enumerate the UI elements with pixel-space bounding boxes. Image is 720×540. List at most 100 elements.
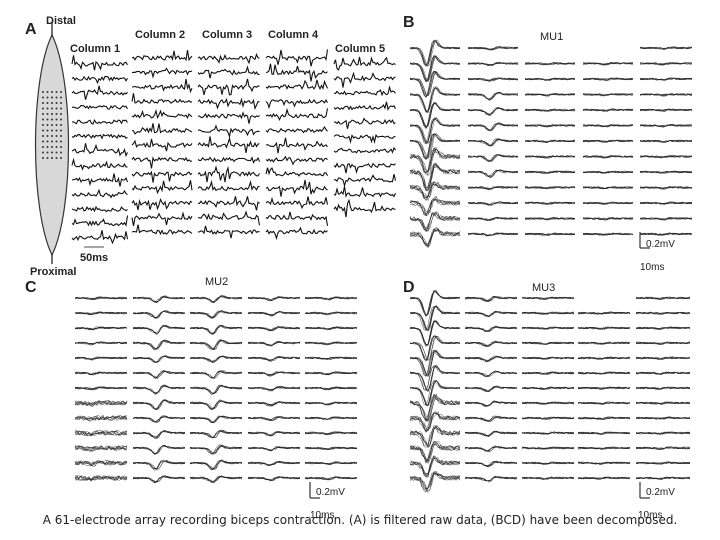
- mu-waveform: [409, 86, 461, 114]
- mu-waveform: [467, 201, 519, 206]
- raw-trace: [333, 56, 396, 71]
- mu-waveform: [521, 386, 575, 390]
- mu-waveform: [409, 289, 461, 318]
- proximal-label: Proximal: [30, 266, 76, 278]
- mu-waveform: [467, 153, 519, 163]
- mu-waveform: [304, 311, 358, 316]
- mu-waveform: [409, 161, 461, 192]
- mu-waveform: [189, 429, 243, 439]
- mu-waveform: [521, 356, 575, 360]
- electrode: [51, 102, 53, 104]
- mu-waveform: [409, 116, 461, 145]
- mu-waveform: [635, 326, 691, 330]
- electrode: [55, 146, 58, 148]
- raw-trace: [131, 50, 193, 62]
- mu-waveform: [467, 232, 519, 237]
- mu-waveform: [189, 324, 243, 335]
- mu-waveform: [582, 232, 634, 236]
- electrode-grid: [42, 91, 62, 159]
- mu-waveform: [247, 371, 301, 377]
- mu-waveform: [577, 476, 631, 480]
- raw-trace: [71, 75, 128, 85]
- mu-waveform: [464, 430, 518, 438]
- mu-waveform: [582, 61, 634, 66]
- electrode: [46, 140, 49, 143]
- electrode: [46, 129, 49, 132]
- raw-trace: [333, 198, 396, 218]
- mu-waveform: [189, 415, 243, 424]
- mu-waveform: [635, 371, 691, 375]
- mu-waveform: [582, 201, 634, 205]
- electrode: [55, 140, 58, 143]
- mu-waveform: [582, 124, 634, 128]
- mu-waveform: [304, 431, 358, 436]
- mu-waveform: [635, 431, 691, 435]
- time-scale: 10ms: [310, 510, 334, 521]
- caption: A 61-electrode array recording biceps co…: [43, 513, 678, 527]
- mu-waveform: [409, 393, 461, 423]
- mu-waveform: [521, 431, 575, 436]
- raw-trace: [71, 215, 129, 227]
- mu-waveform: [635, 341, 691, 346]
- mu-waveform: [639, 93, 693, 97]
- mu-waveform: [409, 470, 461, 493]
- mu-waveform: [74, 444, 128, 452]
- electrode: [60, 124, 62, 126]
- mu-waveform: [304, 371, 358, 376]
- electrode: [46, 157, 49, 159]
- mu-waveform: [247, 445, 301, 452]
- mu-waveform: [467, 46, 519, 51]
- electrode: [60, 157, 62, 159]
- electrode: [42, 135, 44, 137]
- raw-trace: [265, 107, 329, 122]
- mu-waveform: [247, 340, 301, 347]
- mu-waveform: [639, 46, 693, 51]
- raw-trace: [197, 111, 260, 124]
- raw-trace: [71, 205, 128, 213]
- electrode: [42, 118, 44, 121]
- mu-waveform: [409, 180, 461, 202]
- mu-waveform: [132, 460, 186, 471]
- mu-waveform: [132, 324, 186, 335]
- mu-waveform: [635, 446, 691, 450]
- panel-label: A: [25, 21, 37, 38]
- mu-waveform: [74, 414, 128, 422]
- mu-waveform: [467, 61, 519, 67]
- mu-waveform: [189, 295, 243, 304]
- raw-trace: [131, 224, 193, 236]
- panel-label: D: [403, 279, 415, 296]
- electrode: [46, 91, 49, 93]
- mu-waveform: [582, 216, 634, 221]
- mu-waveform: [524, 216, 576, 221]
- mu-waveform: [304, 401, 358, 406]
- mu-waveform: [304, 476, 358, 481]
- raw-trace: [265, 211, 329, 226]
- mu-waveform: [521, 416, 575, 420]
- mu-waveform: [247, 296, 301, 302]
- mu-waveform: [577, 356, 631, 361]
- raw-trace: [333, 146, 396, 154]
- mu-waveform: [304, 416, 358, 421]
- raw-trace: [131, 170, 193, 183]
- mu-waveform: [577, 386, 631, 390]
- column-label: Column 4: [268, 29, 319, 41]
- mu-waveform: [464, 385, 518, 393]
- electrode: [51, 129, 53, 132]
- electrode: [55, 113, 58, 115]
- electrode: [55, 151, 58, 154]
- mu-waveform: [132, 475, 186, 484]
- electrode: [51, 157, 53, 159]
- mu-waveform: [467, 106, 519, 117]
- electrode: [55, 135, 58, 137]
- mu-waveform: [524, 61, 576, 66]
- raw-trace: [265, 167, 328, 177]
- electrode: [60, 146, 62, 148]
- raw-trace: [131, 211, 193, 226]
- electrode: [60, 107, 62, 110]
- electrode: [46, 118, 49, 121]
- distal-label: Distal: [46, 15, 76, 27]
- raw-trace: [197, 78, 260, 96]
- mu-waveform: [74, 341, 128, 346]
- electrode: [42, 107, 44, 110]
- electrode: [60, 135, 62, 137]
